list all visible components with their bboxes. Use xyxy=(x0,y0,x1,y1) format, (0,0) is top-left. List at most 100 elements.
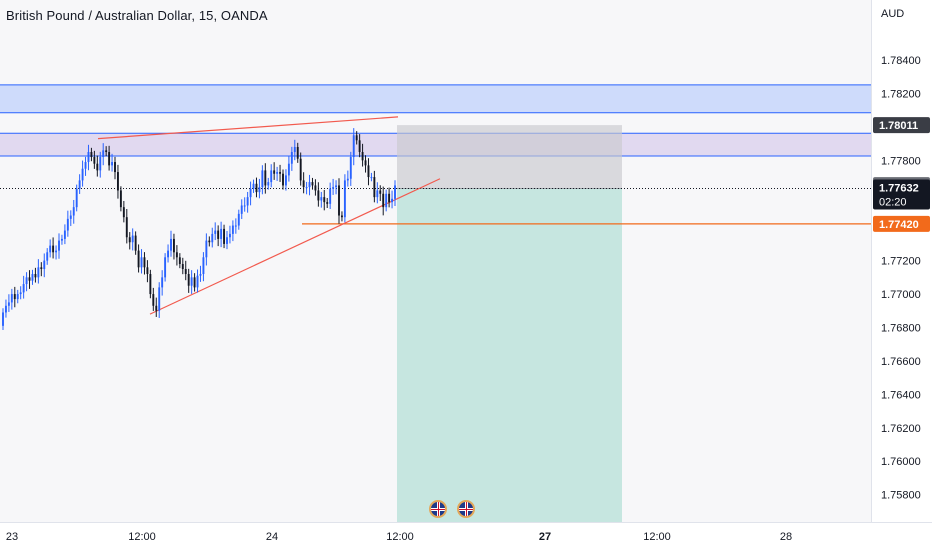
candle xyxy=(214,222,217,241)
gb-flag-event-icon-2[interactable] xyxy=(457,500,475,518)
candle xyxy=(111,153,114,172)
time-axis-layer: 23 12:00 24 12:00 27 12:00 28 xyxy=(6,531,792,543)
candle-body xyxy=(364,160,367,166)
candle-body xyxy=(305,187,308,189)
candle xyxy=(108,145,111,171)
candle-body xyxy=(261,170,264,188)
candle-body xyxy=(228,233,231,238)
price-tick-label: 1.78200 xyxy=(881,89,921,101)
currency-label[interactable]: AUD xyxy=(881,8,905,20)
candle xyxy=(34,267,37,283)
candle xyxy=(184,260,187,281)
price-axis-background xyxy=(871,0,932,550)
candle-body xyxy=(382,193,385,208)
candle xyxy=(355,131,358,145)
candle-body xyxy=(308,182,311,188)
price-tick-label: 1.77200 xyxy=(881,256,921,268)
candle xyxy=(276,166,279,181)
candle xyxy=(152,287,155,311)
candle xyxy=(78,174,81,194)
candle-body xyxy=(199,274,202,276)
price-tick-label: 1.78400 xyxy=(881,55,921,67)
candle-body xyxy=(22,284,25,293)
candle xyxy=(69,210,72,227)
gb-flag-event-icon[interactable] xyxy=(429,500,447,518)
candle xyxy=(388,187,391,208)
candle-body xyxy=(152,294,155,306)
candle-body xyxy=(16,294,19,300)
candle-body xyxy=(128,237,131,243)
candle-body xyxy=(255,183,258,193)
candle-body xyxy=(311,182,314,186)
candle xyxy=(155,297,158,317)
candle xyxy=(102,143,105,166)
candle xyxy=(290,146,293,171)
candle-body xyxy=(252,183,255,189)
candle-body xyxy=(96,163,99,171)
candle-body xyxy=(234,225,237,227)
candle-body xyxy=(335,185,338,188)
candle-body xyxy=(258,187,261,193)
candle xyxy=(22,275,25,299)
candle-body xyxy=(317,190,320,201)
candle-body xyxy=(223,228,226,244)
candle xyxy=(320,191,323,208)
candle-body xyxy=(385,193,388,208)
candle-body xyxy=(55,250,58,253)
candle xyxy=(261,165,264,195)
price-tag-label: 1.77420 xyxy=(879,219,919,231)
candle xyxy=(125,208,128,244)
candle-body xyxy=(84,162,87,169)
price-tick-label: 1.77000 xyxy=(881,289,921,301)
candle xyxy=(87,144,90,171)
candle xyxy=(217,225,220,247)
candle-body xyxy=(2,312,4,326)
candle xyxy=(228,225,231,244)
candle xyxy=(284,169,287,191)
candle-body xyxy=(66,218,69,231)
candle-body xyxy=(343,180,346,218)
candle-body xyxy=(111,162,114,166)
candle-body xyxy=(214,230,217,234)
candle xyxy=(119,186,122,212)
candle-body xyxy=(346,178,349,181)
candle xyxy=(370,172,373,182)
candle xyxy=(302,172,305,194)
candle-body xyxy=(119,190,122,208)
time-tick-label: 12:00 xyxy=(128,531,156,543)
candle xyxy=(90,147,93,162)
candle xyxy=(246,191,249,213)
candle-body xyxy=(187,274,190,286)
candle-body xyxy=(181,263,184,269)
candle xyxy=(287,155,290,182)
price-tag-label: 1.78011 xyxy=(879,120,918,132)
candle-body xyxy=(28,277,31,281)
candle xyxy=(317,182,320,207)
candle xyxy=(270,164,273,188)
candle-body xyxy=(99,157,102,171)
candle-body xyxy=(284,175,287,186)
candle xyxy=(49,239,52,258)
candle-body xyxy=(267,182,270,186)
symbol-title[interactable]: British Pound / Australian Dollar, 15, O… xyxy=(6,8,268,23)
candle-body xyxy=(287,163,290,176)
candle xyxy=(335,180,338,195)
candle-body xyxy=(102,150,105,158)
trendline-1 xyxy=(97,116,399,140)
candle xyxy=(323,189,326,211)
candle-body xyxy=(358,140,361,153)
candle-body xyxy=(249,188,252,198)
candle xyxy=(75,184,78,212)
candle xyxy=(13,286,16,308)
candle xyxy=(10,288,13,310)
candle xyxy=(172,233,175,260)
candle-body xyxy=(338,185,340,216)
candle xyxy=(329,182,332,209)
candle-body xyxy=(105,150,108,153)
candle-body xyxy=(279,172,282,174)
candle xyxy=(19,286,22,300)
candle-body xyxy=(376,190,379,198)
price-tag-label: 1.77632 xyxy=(879,182,919,194)
candle-body xyxy=(320,197,323,201)
